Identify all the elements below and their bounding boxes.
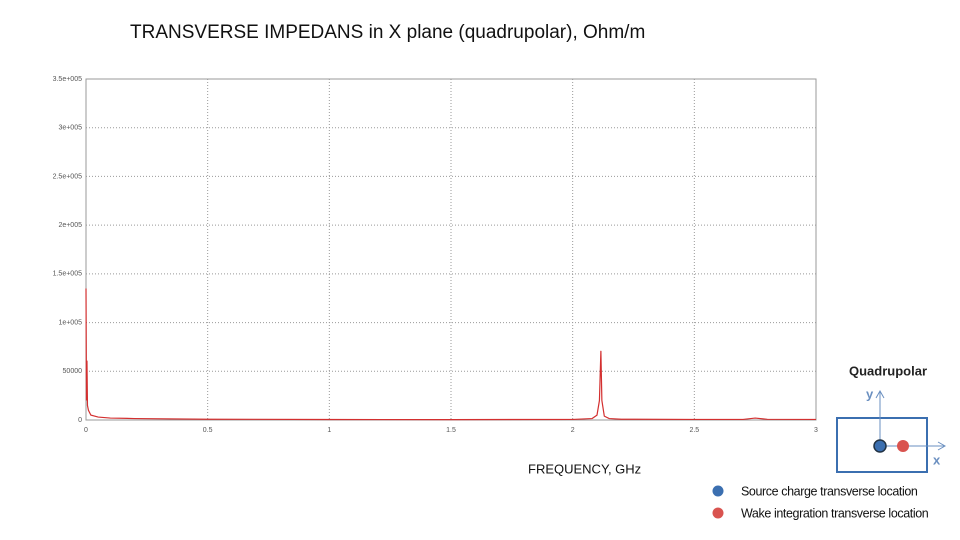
legend-label: Source charge transverse location <box>741 484 918 498</box>
y-tick-label: 3.5e+005 <box>53 76 82 83</box>
x-tick-label: 2 <box>571 427 575 434</box>
inset-box <box>836 417 928 473</box>
y-tick-label: 2.5e+005 <box>53 173 82 180</box>
inset-x-label: x <box>933 452 941 467</box>
y-tick-label: 50000 <box>63 368 83 375</box>
x-tick-label: 0.5 <box>203 427 213 434</box>
legend-marker <box>712 485 724 497</box>
x-tick-label: 2.5 <box>689 427 699 434</box>
source-dot <box>873 439 887 453</box>
x-tick-label: 3 <box>814 427 818 434</box>
legend-marker <box>712 507 724 519</box>
x-tick-label: 1 <box>327 427 331 434</box>
x-arrow-head <box>937 441 947 451</box>
y-tick-label: 1e+005 <box>58 319 82 326</box>
wake-dot <box>897 440 909 452</box>
x-tick-label: 0 <box>84 427 88 434</box>
legend-label: Wake integration transverse location <box>741 506 929 520</box>
x-tick-label: 1.5 <box>446 427 456 434</box>
y-tick-label: 3e+005 <box>58 125 82 132</box>
x-axis-label: FREQUENCY, GHz <box>528 461 641 476</box>
inset-y-label: y <box>866 386 874 401</box>
chart-title: TRANSVERSE IMPEDANS in X plane (quadrupo… <box>130 22 645 43</box>
inset-dots <box>873 439 909 453</box>
y-tick-label: 2e+005 <box>58 222 82 229</box>
y-tick-label: 1.5e+005 <box>53 271 82 278</box>
y-tick-label: 0 <box>78 417 82 424</box>
inset-title: Quadrupolar <box>849 363 927 378</box>
y-arrow-head <box>875 389 885 399</box>
line <box>85 288 817 421</box>
